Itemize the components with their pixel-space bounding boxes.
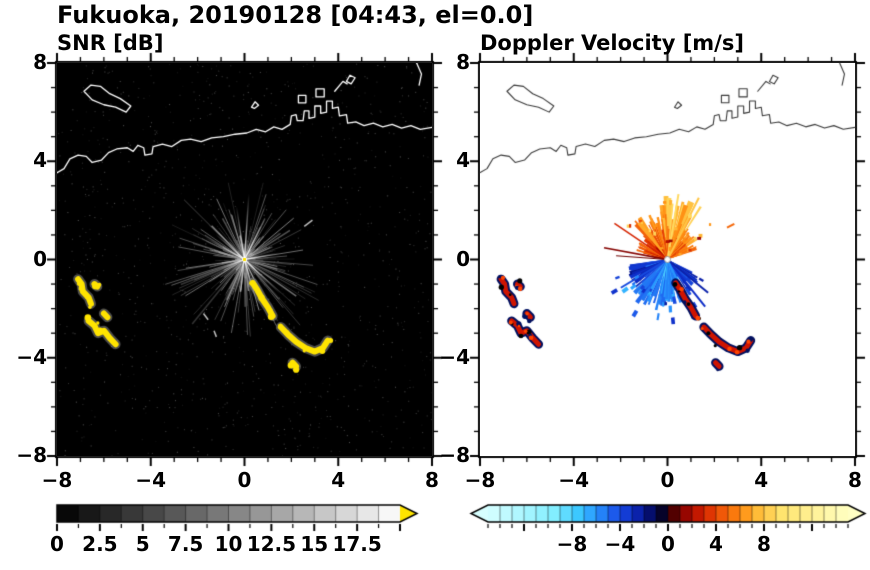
snr-colorbar-tick-label: 10 bbox=[214, 532, 243, 556]
y-tick-label: −8 bbox=[16, 443, 47, 467]
snr-colorbar-tick-label: 2.5 bbox=[82, 532, 118, 556]
snr-colorbar-tick-label: 15 bbox=[300, 532, 329, 556]
x-tick-label: 4 bbox=[754, 468, 769, 492]
snr-colorbar-tick-label: 12.5 bbox=[246, 532, 297, 556]
y-tick-label: −8 bbox=[439, 443, 470, 467]
y-tick-label: 4 bbox=[456, 148, 470, 173]
snr-colorbar-tick-label: 7.5 bbox=[167, 532, 204, 556]
snr-colorbar-tick-label: 17.5 bbox=[332, 532, 382, 556]
velocity-panel-title: Doppler Velocity [m/s] bbox=[480, 31, 744, 55]
x-tick-label: 8 bbox=[848, 468, 862, 492]
velocity-colorbar-tick-label: 0 bbox=[661, 532, 675, 556]
x-tick-label: −4 bbox=[558, 468, 590, 492]
snr-panel-title: SNR [dB] bbox=[57, 31, 164, 55]
figure-title: Fukuoka, 20190128 [04:43, el=0.0] bbox=[57, 1, 534, 29]
snr-plot-canvas bbox=[57, 63, 432, 456]
y-tick-label: 0 bbox=[456, 246, 470, 271]
x-tick-label: 4 bbox=[331, 468, 346, 492]
y-tick-label: 0 bbox=[33, 246, 47, 271]
x-tick-label: −4 bbox=[135, 468, 167, 492]
snr-colorbar-tick-label: 0 bbox=[50, 532, 64, 556]
x-tick-label: 0 bbox=[237, 468, 252, 492]
x-tick-label: 8 bbox=[425, 468, 439, 492]
velocity-colorbar-tick-label: 4 bbox=[709, 532, 723, 556]
y-tick-label: 8 bbox=[456, 50, 470, 74]
doppler-velocity-plot-canvas bbox=[480, 63, 855, 456]
y-tick-label: −4 bbox=[439, 344, 470, 369]
snr-colorbar-tick-label: 5 bbox=[135, 532, 150, 556]
velocity-colorbar-tick-label: −8 bbox=[556, 532, 588, 556]
y-tick-label: 8 bbox=[33, 50, 47, 74]
velocity-colorbar-tick-label: −4 bbox=[604, 532, 636, 556]
x-tick-label: −8 bbox=[464, 468, 496, 492]
y-tick-label: 4 bbox=[33, 148, 47, 173]
velocity-colorbar-tick-label: 8 bbox=[757, 532, 771, 556]
x-tick-label: −8 bbox=[41, 468, 73, 492]
x-tick-label: 0 bbox=[660, 468, 675, 492]
y-tick-label: −4 bbox=[16, 344, 47, 369]
